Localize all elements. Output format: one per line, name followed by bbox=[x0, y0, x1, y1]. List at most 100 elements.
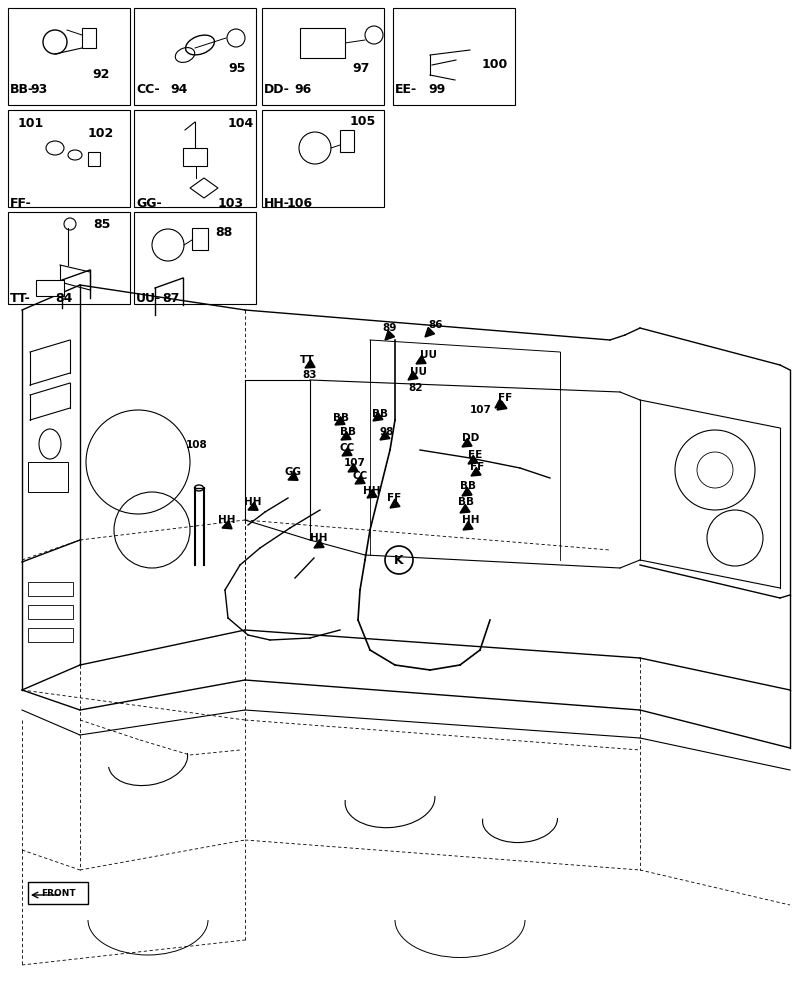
Text: 107: 107 bbox=[470, 405, 491, 415]
Polygon shape bbox=[425, 327, 434, 337]
Bar bbox=[134, 212, 255, 304]
Polygon shape bbox=[389, 499, 399, 508]
Polygon shape bbox=[459, 504, 470, 513]
Bar bbox=[36, 280, 64, 296]
Text: CC-: CC- bbox=[136, 83, 160, 96]
Text: 104: 104 bbox=[228, 117, 254, 130]
Bar bbox=[28, 462, 68, 492]
Text: 98: 98 bbox=[380, 427, 394, 437]
Polygon shape bbox=[314, 540, 324, 548]
Polygon shape bbox=[335, 417, 344, 425]
FancyArrowPatch shape bbox=[32, 892, 59, 898]
Bar bbox=[393, 8, 515, 105]
Text: 99: 99 bbox=[427, 83, 445, 96]
Text: 107: 107 bbox=[344, 458, 365, 468]
Text: BB-: BB- bbox=[10, 83, 34, 96]
Text: HH: HH bbox=[218, 515, 235, 525]
Polygon shape bbox=[496, 401, 507, 410]
Polygon shape bbox=[304, 360, 315, 368]
Text: EE-: EE- bbox=[394, 83, 417, 96]
Polygon shape bbox=[247, 502, 258, 510]
Polygon shape bbox=[471, 467, 480, 476]
Text: DD-: DD- bbox=[263, 83, 290, 96]
Bar bbox=[192, 228, 208, 250]
Bar bbox=[88, 152, 100, 166]
Text: 96: 96 bbox=[294, 83, 311, 96]
Text: CC: CC bbox=[353, 471, 368, 481]
Text: 84: 84 bbox=[55, 292, 72, 305]
Text: CC: CC bbox=[340, 443, 355, 453]
Text: 97: 97 bbox=[352, 62, 369, 75]
Polygon shape bbox=[341, 448, 352, 456]
Text: DD: DD bbox=[462, 433, 479, 443]
Bar bbox=[28, 882, 88, 904]
Text: 83: 83 bbox=[302, 370, 316, 380]
Text: FF: FF bbox=[386, 493, 401, 503]
Polygon shape bbox=[407, 371, 418, 380]
Text: BB: BB bbox=[332, 413, 349, 423]
Polygon shape bbox=[222, 520, 232, 529]
Text: FF: FF bbox=[470, 462, 483, 472]
Bar bbox=[262, 110, 384, 207]
Bar bbox=[183, 148, 206, 166]
Text: 95: 95 bbox=[228, 62, 245, 75]
Text: 103: 103 bbox=[218, 197, 244, 210]
Polygon shape bbox=[348, 464, 357, 472]
Polygon shape bbox=[463, 521, 472, 530]
Text: K: K bbox=[393, 554, 403, 566]
Text: 89: 89 bbox=[381, 323, 396, 333]
Text: 100: 100 bbox=[482, 58, 507, 71]
Polygon shape bbox=[355, 476, 365, 484]
Text: 101: 101 bbox=[18, 117, 44, 130]
Text: HH: HH bbox=[462, 515, 479, 525]
Text: FRONT: FRONT bbox=[41, 888, 75, 898]
Text: 94: 94 bbox=[169, 83, 187, 96]
Text: UU: UU bbox=[410, 367, 426, 377]
Text: 106: 106 bbox=[287, 197, 312, 210]
Text: GG-: GG- bbox=[136, 197, 161, 210]
Text: EE: EE bbox=[467, 450, 482, 460]
Polygon shape bbox=[366, 489, 377, 498]
Text: 93: 93 bbox=[30, 83, 47, 96]
Polygon shape bbox=[467, 455, 478, 464]
Bar bbox=[28, 605, 73, 619]
Text: 105: 105 bbox=[349, 115, 376, 128]
Polygon shape bbox=[340, 432, 351, 440]
Polygon shape bbox=[373, 412, 382, 421]
Polygon shape bbox=[287, 472, 298, 480]
Text: BB: BB bbox=[458, 497, 474, 507]
Text: GG: GG bbox=[284, 467, 302, 477]
Text: HH: HH bbox=[243, 497, 261, 507]
Text: UU: UU bbox=[419, 350, 437, 360]
Polygon shape bbox=[380, 431, 389, 440]
Text: BB: BB bbox=[372, 409, 388, 419]
Text: 82: 82 bbox=[407, 383, 422, 393]
Bar bbox=[8, 212, 130, 304]
Polygon shape bbox=[462, 487, 471, 496]
Polygon shape bbox=[462, 438, 471, 447]
Text: 87: 87 bbox=[161, 292, 179, 305]
Polygon shape bbox=[415, 356, 426, 364]
Text: BB: BB bbox=[340, 427, 356, 437]
Text: HH: HH bbox=[362, 486, 380, 496]
Text: BB: BB bbox=[459, 481, 475, 491]
Text: HH: HH bbox=[310, 533, 327, 543]
Bar bbox=[8, 110, 130, 207]
Bar bbox=[340, 130, 353, 152]
Bar bbox=[28, 628, 73, 642]
Text: 88: 88 bbox=[214, 226, 232, 239]
Polygon shape bbox=[495, 399, 504, 408]
Text: 102: 102 bbox=[88, 127, 114, 140]
Bar bbox=[134, 110, 255, 207]
Polygon shape bbox=[385, 330, 394, 340]
Text: FF-: FF- bbox=[10, 197, 31, 210]
Text: FF: FF bbox=[497, 393, 512, 403]
Text: 85: 85 bbox=[93, 218, 110, 231]
Text: HH-: HH- bbox=[263, 197, 290, 210]
Text: 86: 86 bbox=[427, 320, 442, 330]
Bar bbox=[82, 28, 96, 48]
Bar bbox=[300, 28, 344, 58]
Bar bbox=[134, 8, 255, 105]
Text: 92: 92 bbox=[92, 68, 109, 81]
Text: 108: 108 bbox=[185, 440, 207, 450]
